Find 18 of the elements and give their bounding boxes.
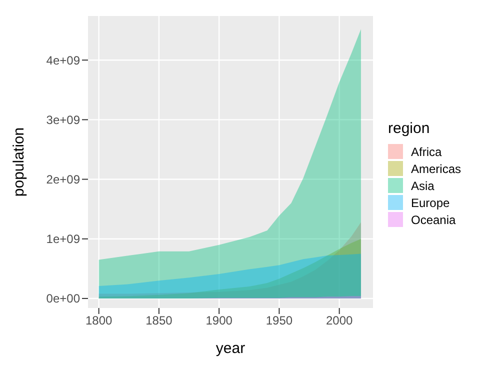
y-tick-label: 3e+09 [46,112,80,127]
legend-label: Oceania [411,212,456,226]
y-axis-title: population [10,127,28,197]
x-tick-label: 1900 [206,314,233,328]
y-tick-label: 1e+09 [46,232,80,246]
x-tick-label: 1950 [266,314,293,328]
y-tick-label: 4e+09 [46,53,80,68]
x-tick-label: 1800 [85,314,112,328]
y-tick-label: 0e+00 [46,292,80,306]
legend-label: Asia [411,178,434,192]
legend-title: region [388,120,431,137]
y-tick-label: 2e+09 [46,172,80,187]
x-axis-title: year [216,340,246,357]
x-tick-label: 2000 [326,314,353,328]
legend-label: Africa [411,144,442,158]
x-tick-label: 1850 [146,314,173,328]
legend-label: Americas [411,162,462,176]
legend-label: Europe [411,196,450,210]
